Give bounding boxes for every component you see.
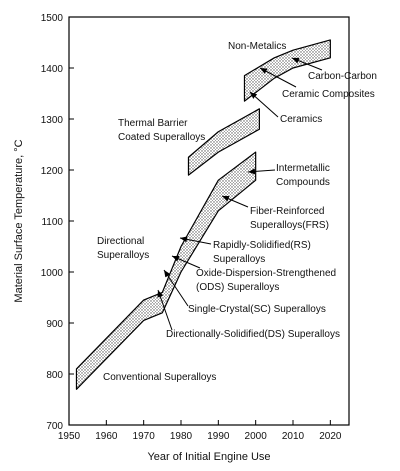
annotation: Coated Superalloys <box>118 132 205 143</box>
x-tick-label: 1960 <box>95 431 118 442</box>
annotation: Single-Crystal(SC) Superalloys <box>188 304 326 315</box>
annotation: Fiber-Reinforced <box>250 206 324 217</box>
band <box>187 108 260 176</box>
band <box>243 39 331 102</box>
x-tick-label: 1970 <box>133 431 156 442</box>
annotation: Conventional Superalloys <box>103 372 216 383</box>
annotation: Carbon-Carbon <box>308 71 377 82</box>
y-tick-label: 800 <box>46 370 63 381</box>
annotation-arrow <box>249 91 279 118</box>
annotation-arrow <box>291 57 323 71</box>
annotation: Intermetallic <box>276 163 330 174</box>
annotation: Directional <box>97 236 144 247</box>
annotation: (ODS) Superalloys <box>196 282 279 293</box>
annotation: Rapidly-Solidified(RS) <box>213 240 311 251</box>
y-tick-label: 1000 <box>41 268 64 279</box>
annotation-arrow <box>171 255 201 269</box>
x-tick-label: 1990 <box>207 431 230 442</box>
y-tick-label: 700 <box>46 421 63 432</box>
y-tick-label: 1500 <box>41 13 64 24</box>
annotation: Ceramic Composites <box>282 89 375 100</box>
annotation-arrow <box>157 289 173 331</box>
x-axis-label: Year of Initial Engine Use <box>147 451 270 463</box>
y-tick-label: 1400 <box>41 64 64 75</box>
y-tick-label: 1200 <box>41 166 64 177</box>
annotation: Directionally-Solidified(DS) Superalloys <box>166 329 340 340</box>
annotation: Ceramics <box>280 114 322 125</box>
annotation-arrow <box>247 168 276 175</box>
y-axis-label: Material Surface Temperature, °C <box>13 139 25 302</box>
x-tick-label: 1950 <box>58 431 81 442</box>
annotation: Superalloys <box>97 250 149 261</box>
x-tick-label: 2020 <box>319 431 342 442</box>
x-tick-label: 2000 <box>245 431 268 442</box>
annotation-arrow <box>179 236 212 245</box>
annotation: Thermal Barrier <box>118 118 188 129</box>
x-tick-label: 2010 <box>282 431 305 442</box>
band <box>75 151 257 390</box>
annotation-arrow <box>259 67 297 88</box>
annotation: Non-Metalics <box>228 41 286 52</box>
y-tick-label: 1100 <box>41 217 63 228</box>
annotation-arrow <box>221 195 249 208</box>
annotation: Superalloys <box>213 254 265 265</box>
y-tick-label: 1300 <box>41 115 64 126</box>
x-tick-label: 1980 <box>170 431 193 442</box>
annotation: Superalloys(FRS) <box>250 220 329 231</box>
annotation: Compounds <box>276 177 330 188</box>
annotation: Oxide-Dispersion-Strengthened <box>196 268 336 279</box>
y-tick-label: 900 <box>46 319 63 330</box>
annotation-arrow <box>163 269 189 307</box>
